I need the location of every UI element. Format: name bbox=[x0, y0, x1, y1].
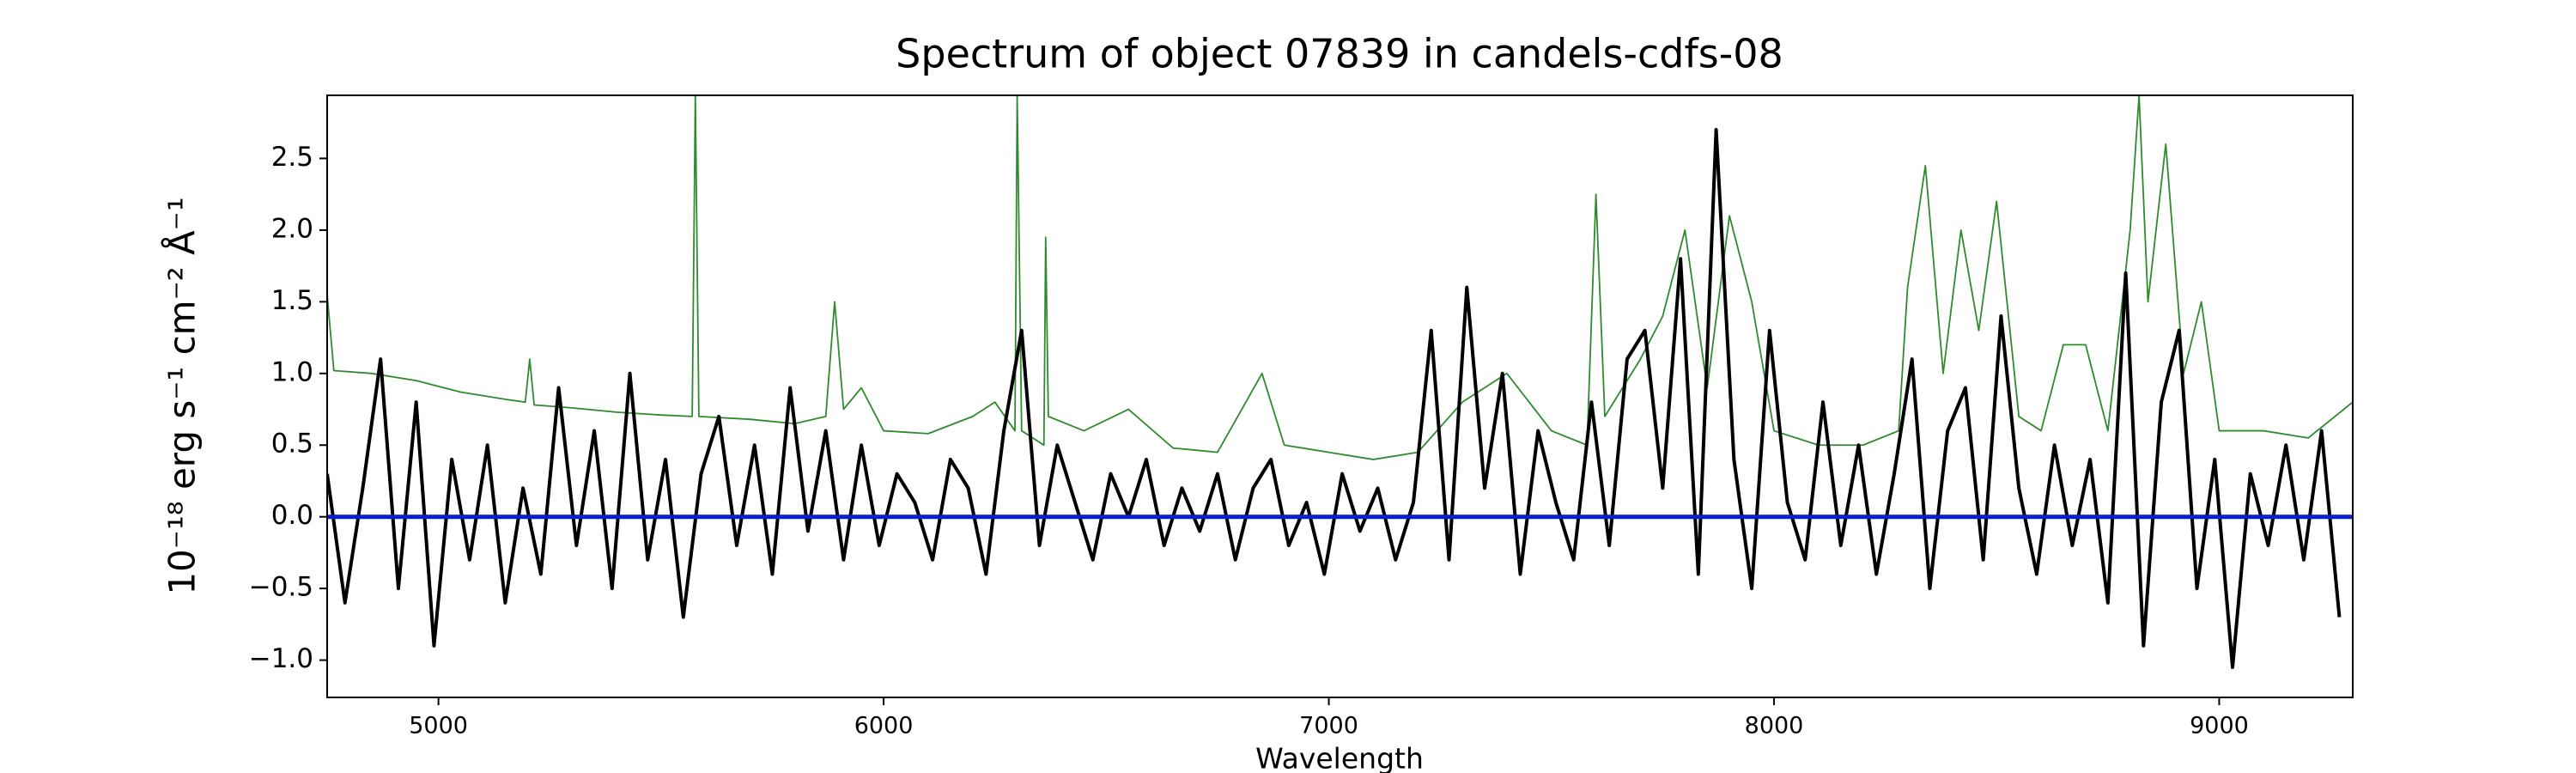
x-tick-label: 6000 bbox=[854, 713, 914, 740]
x-tick-label: 5000 bbox=[409, 713, 468, 740]
y-tick-label: 1.5 bbox=[271, 285, 313, 316]
chart-title: Spectrum of object 07839 in candels-cdfs… bbox=[896, 31, 1783, 77]
x-axis-label: Wavelength bbox=[1255, 742, 1424, 773]
y-tick-label: −0.5 bbox=[249, 572, 313, 603]
plot-frame bbox=[326, 94, 2354, 698]
y-tick-label: 1.0 bbox=[271, 356, 313, 387]
spectrum-line bbox=[327, 128, 2342, 669]
spectrum-line bbox=[327, 95, 2353, 460]
y-tick-label: 2.5 bbox=[271, 142, 313, 173]
y-axis-label: 10⁻¹⁸ erg s⁻¹ cm⁻² Å⁻¹ bbox=[161, 197, 204, 594]
y-tick-label: −1.0 bbox=[249, 643, 313, 674]
y-tick-label: 2.0 bbox=[271, 213, 313, 244]
x-tick-label: 8000 bbox=[1745, 713, 1804, 740]
x-tick-label: 7000 bbox=[1299, 713, 1358, 740]
y-tick-label: 0.5 bbox=[271, 429, 313, 460]
x-tick-label: 9000 bbox=[2190, 713, 2249, 740]
y-tick-label: 0.0 bbox=[271, 500, 313, 531]
